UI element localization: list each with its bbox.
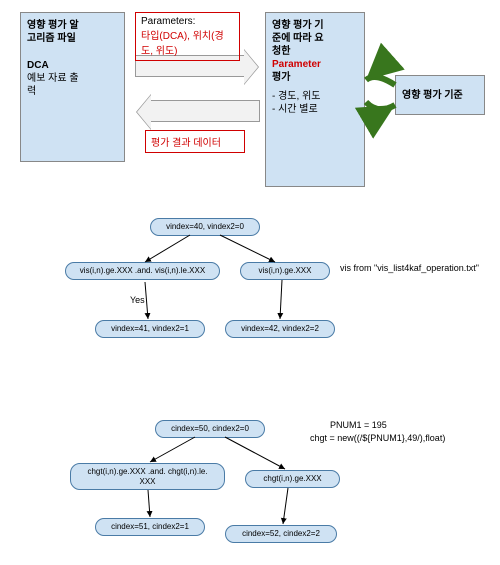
algo-title-1: 영향 평가 알	[27, 19, 118, 32]
eval-l4: 평가	[272, 71, 358, 84]
dca-label: DCA	[27, 59, 118, 72]
tree2-leaf-right: cindex=52, cindex2=2	[225, 525, 337, 543]
tree1-side-label: vis from "vis_list4kaf_operation.txt"	[340, 263, 479, 273]
tree2-root: cindex=50, cindex2=0	[155, 420, 265, 438]
eval-param: Parameter	[272, 58, 358, 71]
eval-b2: - 시간 별로	[272, 103, 358, 116]
params-label: Parameters:	[141, 16, 195, 27]
algo-title-2: 고리즘 파일	[27, 32, 118, 45]
tree1-left: vis(i,n).ge.XXX .and. vis(i,n).le.XXX	[65, 262, 220, 280]
eval-l3: 청한	[272, 45, 358, 58]
tree2-leaf-left: cindex=51, cindex2=1	[95, 518, 205, 536]
dca-line4: 예보 자료 출	[27, 72, 118, 85]
params-box: Parameters: 타입(DCA), 위치(경도, 위도)	[135, 12, 240, 61]
tree2-left: chgt(i,n).ge.XXX .and. chgt(i,n).le. XXX	[70, 463, 225, 490]
tree2-side2: chgt = new((/${PNUM1},49/),float)	[310, 433, 445, 443]
eval-l2: 준에 따라 요	[272, 32, 358, 45]
tree2-right: chgt(i,n).ge.XXX	[245, 470, 340, 488]
params-text: 타입(DCA), 위치(경도, 위도)	[141, 31, 224, 57]
tree1-leaf-right: vindex=42, vindex2=2	[225, 320, 335, 338]
eval-l1: 영향 평가 기	[272, 19, 358, 32]
result-box: 평가 결과 데이터	[145, 130, 245, 153]
evaluation-box: 영향 평가 기 준에 따라 요 청한 Parameter 평가 - 경도, 위도…	[265, 12, 365, 187]
eval-b1: - 경도, 위도	[272, 90, 358, 103]
tree2-side1: PNUM1 = 195	[330, 420, 387, 430]
tree1-root: vindex=40, vindex2=0	[150, 218, 260, 236]
tree1-yes: Yes	[130, 295, 145, 305]
tree1-right: vis(i,n).ge.XXX	[240, 262, 330, 280]
tree1-leaf-left: vindex=41, vindex2=1	[95, 320, 205, 338]
dca-line5: 력	[27, 85, 118, 98]
algorithm-file-box: 영향 평가 알 고리즘 파일 DCA 예보 자료 출 력	[20, 12, 125, 162]
result-text: 평가 결과 데이터	[151, 138, 221, 149]
criteria-text: 영향 평가 기준	[402, 89, 463, 102]
criteria-box: 영향 평가 기준	[395, 75, 485, 115]
result-arrow	[150, 100, 260, 122]
